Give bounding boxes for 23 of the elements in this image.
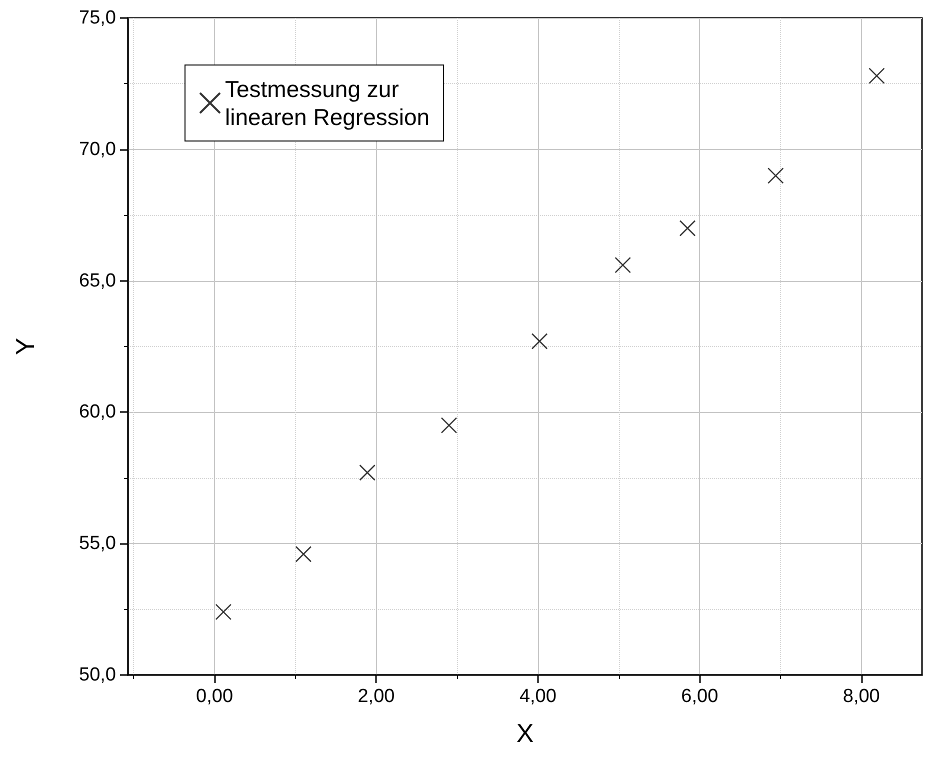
point [359,464,376,481]
x-axis-title: X [516,718,534,748]
y-tick-label: 65,0 [79,270,116,292]
y-tick-label: 55,0 [79,533,116,554]
legend-label: Testmessung zur linearen Regression [225,76,430,130]
point [295,546,312,562]
y-axis-title: Y [10,338,40,356]
y-tick-label: 70,0 [79,138,116,160]
y-tick-label: 60,0 [79,402,116,423]
y-tick-label: 75,0 [79,8,116,28]
x-tick-label: 6,00 [681,686,718,707]
point [868,68,885,84]
point [768,168,784,184]
x-tick-label: 8,00 [842,686,880,707]
point [614,256,631,274]
point [531,333,548,350]
point [215,604,232,620]
point [679,220,696,236]
y-tick-label: 50,0 [79,664,116,686]
point [440,417,458,434]
x-tick-label: 4,00 [519,686,556,707]
x-tick-label: 0,00 [196,686,234,707]
x-tick-label: 2,00 [358,686,395,707]
